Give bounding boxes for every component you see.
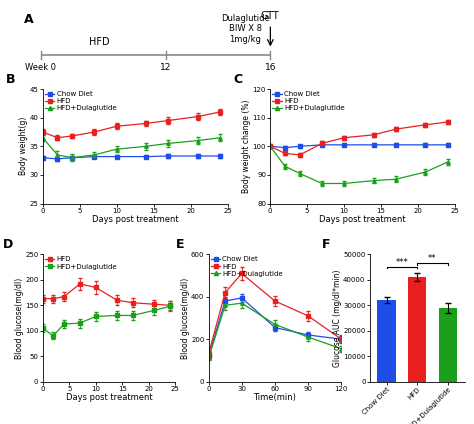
Legend: Chow Diet, HFD, HFD+Dulaglutide: Chow Diet, HFD, HFD+Dulaglutide [272,90,346,112]
Text: Dulaglutide
BIW X 8
1mg/kg: Dulaglutide BIW X 8 1mg/kg [221,14,270,44]
Bar [438,308,457,382]
X-axis label: Days post treatment: Days post treatment [66,393,152,402]
Y-axis label: Glucose AUC (mg/dl*min): Glucose AUC (mg/dl*min) [333,269,342,367]
Bar [408,277,426,382]
Text: **: ** [428,254,437,263]
X-axis label: Time(min): Time(min) [254,393,296,402]
Text: Week 0: Week 0 [26,63,56,72]
Y-axis label: Blood glucose(mg/dl): Blood glucose(mg/dl) [181,277,190,359]
Text: D: D [3,238,13,251]
Text: 12: 12 [160,63,172,72]
Text: A: A [24,13,34,26]
Text: F: F [322,238,331,251]
Text: B: B [6,73,15,86]
Text: HFD: HFD [89,36,109,47]
Y-axis label: Blood glucose(mg/dl): Blood glucose(mg/dl) [15,277,24,359]
X-axis label: Days post treatment: Days post treatment [319,215,406,224]
Legend: Chow Diet, HFD, HFD+Dulaglutide: Chow Diet, HFD, HFD+Dulaglutide [44,90,118,112]
Legend: HFD, HFD+Dulaglutide: HFD, HFD+Dulaglutide [44,256,118,270]
Bar [377,300,396,382]
Text: C: C [233,73,242,86]
Text: E: E [175,238,184,251]
Legend: Chow Diet, HFD, HFD+Dulaglutide: Chow Diet, HFD, HFD+Dulaglutide [210,256,284,277]
Text: GTT: GTT [261,11,280,21]
Y-axis label: Body weight change (%): Body weight change (%) [242,100,251,193]
Text: ***: *** [395,258,408,267]
Y-axis label: Body weight(g): Body weight(g) [19,117,28,176]
X-axis label: Days post treatment: Days post treatment [92,215,178,224]
Text: 16: 16 [264,63,276,72]
